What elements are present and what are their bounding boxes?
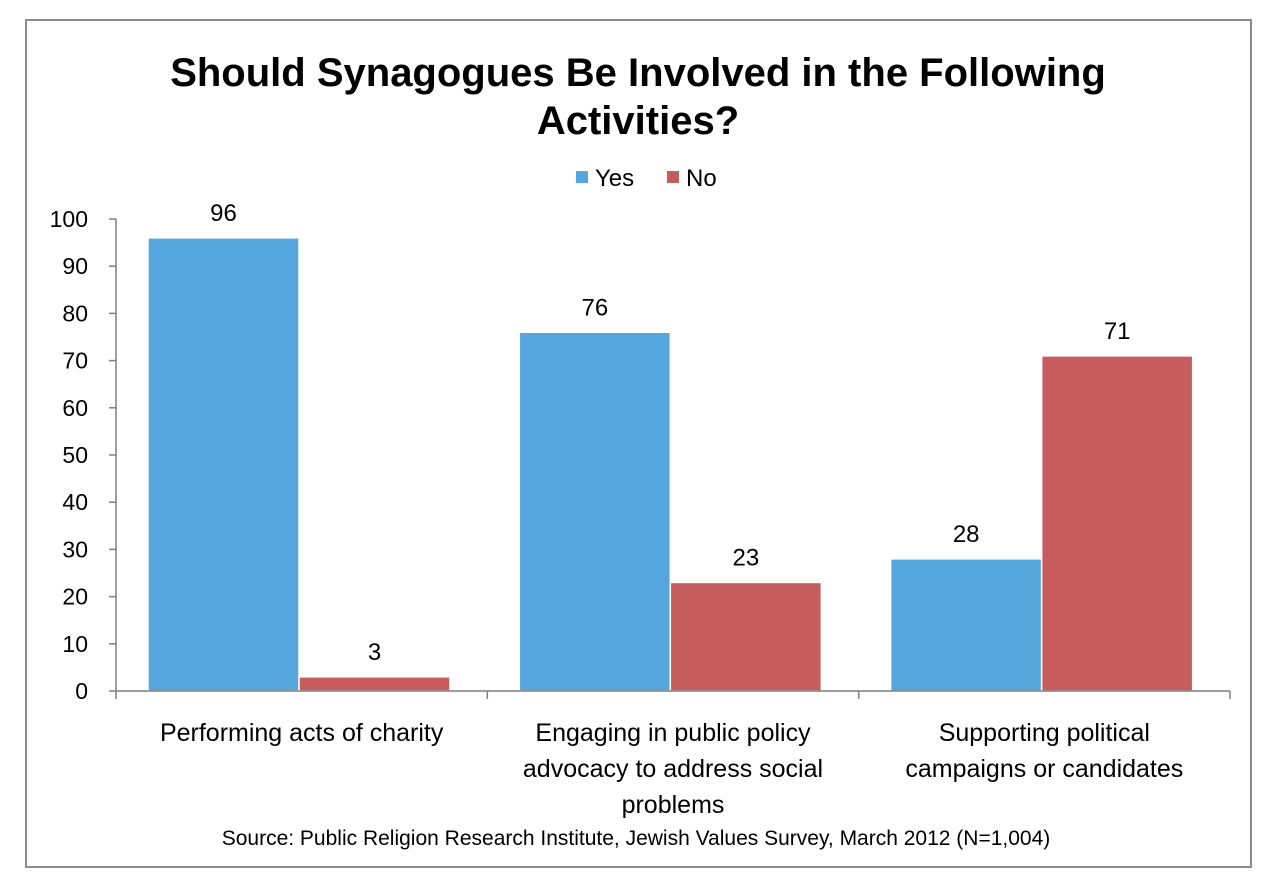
data-label-no-1: 23 [732,544,759,571]
chart-title: Should Synagogues Be Involved in the Fol… [170,51,1106,143]
y-tick-label: 80 [62,300,88,326]
y-tick-label: 90 [62,253,88,279]
bar-yes-0 [147,237,300,692]
bar-yes-1 [518,331,672,692]
data-label-yes-2: 28 [953,521,980,548]
y-tick-label: 20 [62,584,88,610]
data-label-no-0: 3 [368,639,381,666]
bars [147,237,1194,692]
y-tick-label: 70 [62,348,88,374]
legend-swatch-yes [576,171,588,183]
x-category-label: problems [622,791,725,819]
legend-label-no: No [686,165,717,192]
y-tick-label: 50 [62,442,88,468]
legend-label-yes: Yes [595,165,634,192]
data-label-yes-1: 76 [581,294,608,321]
legend: Yes No [576,165,717,192]
y-tick-label: 30 [62,536,88,562]
source-note: Source: Public Religion Research Institu… [222,827,1051,850]
data-labels: 96 76 28 3 23 71 [210,200,1130,666]
x-category-label: Performing acts of charity [160,719,444,747]
x-axis-labels: Performing acts of charity Engaging in pu… [160,719,1183,819]
y-tick-label: 100 [50,206,88,232]
chart-title-line: Should Synagogues Be Involved in the Fol… [170,51,1106,95]
y-tick-label: 10 [62,631,88,657]
data-label-yes-0: 96 [210,200,237,227]
bar-no-0 [298,676,451,692]
x-category-label: campaigns or candidates [905,755,1183,783]
chart-title-line: Activities? [537,99,739,143]
bar-no-1 [669,581,823,692]
y-tick-label: 0 [75,678,88,704]
y-tick-label: 60 [62,395,88,421]
axes: 0 10 20 30 40 50 60 70 80 90 100 [50,206,1231,704]
x-category-label: advocacy to address social [523,755,823,783]
legend-swatch-no [667,171,679,183]
data-label-no-2: 71 [1104,318,1131,345]
bar-no-2 [1040,355,1194,692]
bar-yes-2 [889,558,1043,692]
x-category-label: Supporting political [939,719,1150,747]
y-tick-label: 40 [62,489,88,515]
x-category-label: Engaging in public policy [535,719,811,747]
